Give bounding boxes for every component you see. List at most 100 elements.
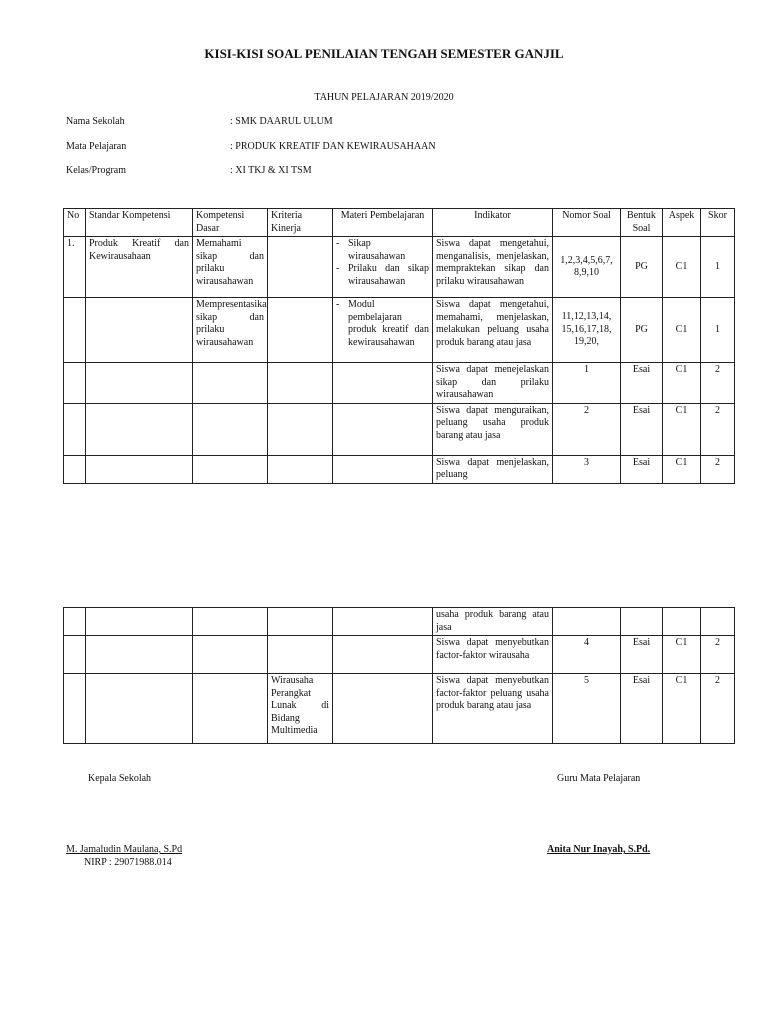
aspek-cell: C1 bbox=[662, 297, 701, 363]
skor-cell: 1 bbox=[700, 297, 735, 363]
kriteria-cell: Wirausaha Perangkat Lunak di Bidang Mult… bbox=[267, 673, 333, 744]
standar-cell bbox=[85, 454, 193, 484]
table-row: usaha produk barang atau jasa bbox=[63, 607, 735, 636]
no-cell bbox=[63, 362, 86, 404]
nomor-cell: 5 bbox=[552, 673, 621, 744]
teacher-name: Anita Nur Inayah, S.Pd. bbox=[547, 844, 651, 855]
kriteria-cell bbox=[267, 236, 333, 298]
aspek-cell bbox=[662, 607, 701, 636]
kompetensi-cell: Memahami sikap dan prilaku wirausahawan bbox=[192, 236, 268, 298]
materi-text: Sikap wirausahawan bbox=[348, 238, 406, 262]
standar-cell bbox=[85, 362, 193, 404]
grid-table-page1: No Standar Kompetensi Kompetensi Dasar K… bbox=[63, 208, 735, 484]
no-cell bbox=[63, 402, 86, 456]
dash-bullet: - bbox=[336, 299, 340, 310]
class-value: : XI TKJ & XI TSM bbox=[230, 165, 312, 176]
standar-cell bbox=[85, 673, 193, 744]
table-row: 1. Produk Kreatif dan Kewirausahaan Memaha… bbox=[63, 236, 735, 298]
indikator-cell: Siswa dapat menyebutkan factor-faktor pe… bbox=[432, 673, 553, 744]
header-kriteria: Kriteria Kinerja bbox=[267, 208, 333, 237]
indikator-cell: Siswa dapat mengetahui, menganalisis, me… bbox=[432, 236, 553, 298]
no-cell bbox=[63, 297, 86, 363]
bentuk-cell: Esai bbox=[620, 362, 663, 404]
skor-cell: 2 bbox=[700, 362, 735, 404]
indikator-cell: Siswa dapat menejelaskan sikap dan prila… bbox=[432, 362, 553, 404]
no-cell bbox=[63, 635, 86, 674]
skor-cell: 2 bbox=[700, 673, 735, 744]
table-header-row: No Standar Kompetensi Kompetensi Dasar K… bbox=[63, 208, 735, 237]
subject-value: : PRODUK KREATIF DAN KEWIRAUSAHAAN bbox=[230, 141, 436, 152]
table-row: Mempresentasikan sikap dan prilaku wirau… bbox=[63, 297, 735, 363]
nomor-cell: 1 bbox=[552, 362, 621, 404]
kriteria-cell bbox=[267, 607, 333, 636]
header-bentuk: Bentuk Soal bbox=[620, 208, 663, 237]
materi-item: - Modul pembelajaran produk kreatif dan k… bbox=[336, 299, 429, 349]
principal-id: NIRP : 29071988.014 bbox=[84, 857, 172, 868]
kriteria-cell bbox=[267, 297, 333, 363]
materi-cell bbox=[332, 607, 433, 636]
aspek-cell: C1 bbox=[662, 635, 701, 674]
indikator-cell: usaha produk barang atau jasa bbox=[432, 607, 553, 636]
kompetensi-cell bbox=[192, 673, 268, 744]
nomor-cell: 1,2,3,4,5,6,7, 8,9,10 bbox=[552, 236, 621, 298]
standar-cell bbox=[85, 635, 193, 674]
no-cell bbox=[63, 454, 86, 484]
teacher-title: Guru Mata Pelajaran bbox=[557, 773, 641, 784]
materi-cell bbox=[332, 454, 433, 484]
class-label: Kelas/Program bbox=[66, 165, 126, 176]
document-title: KISI-KISI SOAL PENILAIAN TENGAH SEMESTER… bbox=[204, 46, 564, 61]
no-cell bbox=[63, 673, 86, 744]
bentuk-cell: Esai bbox=[620, 635, 663, 674]
bentuk-cell bbox=[620, 607, 663, 636]
nomor-cell bbox=[552, 607, 621, 636]
dash-bullet: - bbox=[336, 263, 340, 274]
materi-text: Prilaku dan sikap wirausahawan bbox=[348, 263, 429, 287]
materi-cell bbox=[332, 673, 433, 744]
no-cell bbox=[63, 607, 86, 636]
header-kompetensi: Kompetensi Dasar bbox=[192, 208, 268, 237]
principal-title: Kepala Sekolah bbox=[88, 773, 152, 784]
table-row: Wirausaha Perangkat Lunak di Bidang Mult… bbox=[63, 673, 735, 744]
materi-item: - Prilaku dan sikap wirausahawan bbox=[336, 263, 429, 288]
indikator-cell: Siswa dapat menguraikan, peluang usaha p… bbox=[432, 402, 553, 456]
academic-year: TAHUN PELAJARAN 2019/2020 bbox=[314, 92, 454, 103]
standar-cell bbox=[85, 297, 193, 363]
school-name-value: : SMK DAARUL ULUM bbox=[230, 116, 333, 127]
header-indikator: Indikator bbox=[432, 208, 553, 237]
kriteria-cell bbox=[267, 635, 333, 674]
kriteria-cell bbox=[267, 402, 333, 456]
materi-text: Modul pembelajaran produk kreatif dan ke… bbox=[348, 299, 429, 348]
kompetensi-cell bbox=[192, 635, 268, 674]
materi-cell bbox=[332, 402, 433, 456]
nomor-cell: 2 bbox=[552, 402, 621, 456]
aspek-cell: C1 bbox=[662, 673, 701, 744]
header-nomor: Nomor Soal bbox=[552, 208, 621, 237]
bentuk-cell: PG bbox=[620, 236, 663, 298]
table-row: Siswa dapat menyebutkan factor-faktor wi… bbox=[63, 635, 735, 674]
standar-cell bbox=[85, 607, 193, 636]
standar-cell: Produk Kreatif dan Kewirausahaan bbox=[85, 236, 193, 298]
subject-label: Mata Pelajaran bbox=[66, 141, 127, 152]
kompetensi-cell bbox=[192, 607, 268, 636]
materi-cell: - Modul pembelajaran produk kreatif dan k… bbox=[332, 297, 433, 363]
materi-cell bbox=[332, 362, 433, 404]
principal-name: M. Jamaludin Maulana, S.Pd bbox=[66, 844, 183, 855]
indikator-cell: Siswa dapat menjelaskan, peluang bbox=[432, 454, 553, 484]
bentuk-cell: Esai bbox=[620, 402, 663, 456]
dash-bullet: - bbox=[336, 238, 340, 249]
table-row: Siswa dapat menejelaskan sikap dan prila… bbox=[63, 362, 735, 404]
indikator-cell: Siswa dapat menyebutkan factor-faktor wi… bbox=[432, 635, 553, 674]
nomor-cell: 4 bbox=[552, 635, 621, 674]
materi-cell bbox=[332, 635, 433, 674]
grid-table-page2: usaha produk barang atau jasa Siswa dapat… bbox=[63, 607, 735, 744]
materi-cell: - Sikap wirausahawan - Prilaku dan sikap wi… bbox=[332, 236, 433, 298]
aspek-cell: C1 bbox=[662, 454, 701, 484]
header-skor: Skor bbox=[700, 208, 735, 237]
skor-cell: 1 bbox=[700, 236, 735, 298]
skor-cell: 2 bbox=[700, 454, 735, 484]
skor-cell: 2 bbox=[700, 635, 735, 674]
kompetensi-cell bbox=[192, 454, 268, 484]
bentuk-cell: Esai bbox=[620, 673, 663, 744]
header-aspek: Aspek bbox=[662, 208, 701, 237]
standar-cell bbox=[85, 402, 193, 456]
